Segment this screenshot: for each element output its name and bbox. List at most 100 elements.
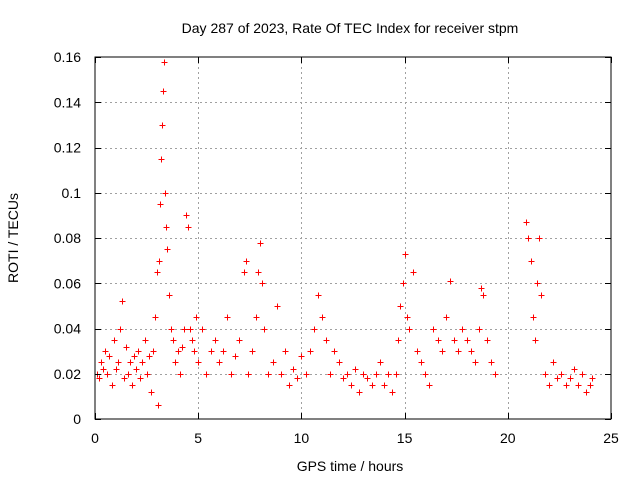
data-point-marker <box>583 389 590 396</box>
data-point-marker <box>369 382 376 389</box>
data-point-marker <box>155 402 162 409</box>
data-point-marker <box>127 359 134 366</box>
x-tick-label: 10 <box>294 430 310 446</box>
data-point-marker <box>109 382 116 389</box>
data-point-marker <box>336 359 343 366</box>
data-point-marker <box>96 375 103 382</box>
y-tick-label: 0.1 <box>62 185 82 201</box>
data-point-marker <box>115 359 122 366</box>
data-point-marker <box>290 366 297 373</box>
data-point-marker <box>193 314 200 321</box>
y-tick-label: 0.12 <box>54 140 81 156</box>
data-point-marker <box>385 371 392 378</box>
data-point-marker <box>414 348 421 355</box>
data-point-marker <box>100 366 107 373</box>
data-point-marker <box>331 348 338 355</box>
data-points <box>94 59 596 409</box>
data-point-marker <box>426 382 433 389</box>
data-point-marker <box>191 348 198 355</box>
x-axis-label: GPS time / hours <box>297 458 404 474</box>
data-point-marker <box>554 375 561 382</box>
x-tick-label: 15 <box>397 430 413 446</box>
x-tick-labels: 0 5 10 15 20 25 <box>91 430 619 446</box>
data-point-marker <box>265 371 272 378</box>
data-point-marker <box>232 353 239 360</box>
data-point-marker <box>523 219 530 226</box>
data-point-marker <box>236 337 243 344</box>
data-point-marker <box>179 344 186 351</box>
data-point-marker <box>579 371 586 378</box>
data-point-marker <box>534 280 541 287</box>
data-point-marker <box>558 371 565 378</box>
data-point-marker <box>106 353 113 360</box>
data-point-marker <box>447 278 454 285</box>
data-point-marker <box>563 382 570 389</box>
data-point-marker <box>410 269 417 276</box>
data-point-marker <box>476 326 483 333</box>
data-point-marker <box>315 292 322 299</box>
data-point-marker <box>439 348 446 355</box>
data-point-marker <box>532 337 539 344</box>
data-point-marker <box>158 156 165 163</box>
data-point-marker <box>166 292 173 299</box>
data-point-marker <box>319 314 326 321</box>
data-point-marker <box>422 371 429 378</box>
x-tick-label: 25 <box>603 430 619 446</box>
data-point-marker <box>528 258 535 265</box>
data-point-marker <box>340 375 347 382</box>
data-point-marker <box>228 371 235 378</box>
data-point-marker <box>131 353 138 360</box>
y-tick-label: 0.16 <box>54 49 81 65</box>
data-point-marker <box>183 212 190 219</box>
data-point-marker <box>282 348 289 355</box>
plot-frame <box>94 56 612 420</box>
data-point-marker <box>459 326 466 333</box>
axis-ticks <box>95 57 612 420</box>
data-point-marker <box>168 326 175 333</box>
x-tick-label: 0 <box>91 430 99 446</box>
data-point-marker <box>125 371 132 378</box>
data-point-marker <box>139 359 146 366</box>
data-point-marker <box>245 371 252 378</box>
data-point-marker <box>137 375 144 382</box>
data-point-marker <box>181 326 188 333</box>
data-point-marker <box>567 375 574 382</box>
data-point-marker <box>161 59 168 66</box>
data-point-marker <box>404 314 411 321</box>
data-point-marker <box>480 292 487 299</box>
data-point-marker <box>208 348 215 355</box>
data-point-marker <box>104 371 111 378</box>
data-point-marker <box>373 371 380 378</box>
data-point-marker <box>538 292 545 299</box>
y-tick-label: 0.02 <box>54 366 81 382</box>
chart-title: Day 287 of 2023, Rate Of TEC Index for r… <box>182 20 519 36</box>
data-point-marker <box>587 382 594 389</box>
data-point-marker <box>148 389 155 396</box>
data-point-marker <box>360 371 367 378</box>
data-point-marker <box>492 371 499 378</box>
data-point-marker <box>307 348 314 355</box>
data-point-marker <box>348 382 355 389</box>
data-point-marker <box>144 371 151 378</box>
data-point-marker <box>172 359 179 366</box>
y-tick-label: 0.06 <box>54 275 81 291</box>
data-point-marker <box>571 366 578 373</box>
data-point-marker <box>542 371 549 378</box>
data-point-marker <box>546 382 553 389</box>
data-point-marker <box>488 359 495 366</box>
data-point-marker <box>133 366 140 373</box>
data-point-marker <box>536 235 543 242</box>
data-point-marker <box>270 359 277 366</box>
data-point-marker <box>243 258 250 265</box>
data-point-marker <box>356 389 363 396</box>
data-point-marker <box>364 375 371 382</box>
data-point-marker <box>381 382 388 389</box>
data-point-marker <box>323 337 330 344</box>
data-point-marker <box>177 371 184 378</box>
data-point-marker <box>344 371 351 378</box>
data-point-marker <box>150 348 157 355</box>
data-point-marker <box>253 314 260 321</box>
y-tick-labels: 0 0.02 0.04 0.06 0.08 0.1 0.12 0.14 0.16 <box>54 49 81 427</box>
data-point-marker <box>156 258 163 265</box>
